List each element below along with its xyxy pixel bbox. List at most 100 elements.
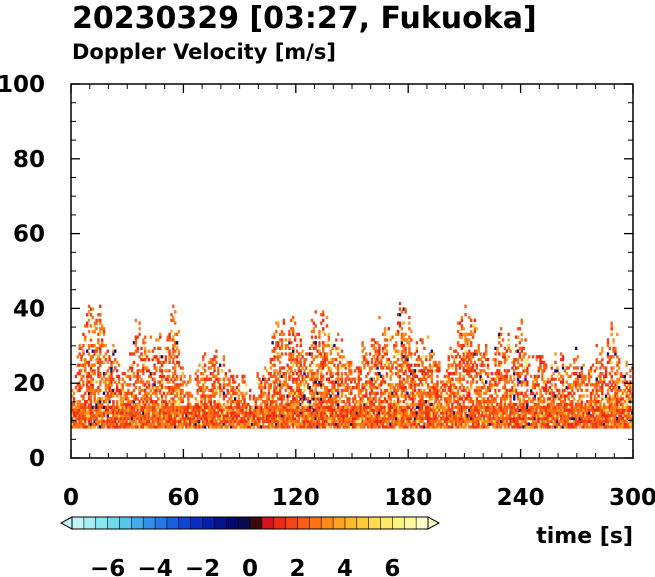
heatmap-cell (297, 386, 301, 390)
heatmap-cell (76, 422, 79, 426)
heatmap-cell (337, 363, 340, 367)
heatmap-cell (130, 363, 134, 367)
heatmap-cell (243, 419, 246, 423)
heatmap-cell (456, 422, 460, 426)
heatmap-cell (552, 394, 555, 398)
heatmap-cell (174, 408, 177, 412)
heatmap-cell (174, 405, 177, 409)
heatmap-cell (363, 416, 366, 421)
heatmap-cell (372, 419, 375, 423)
heatmap-cell (522, 408, 525, 412)
heatmap-cell (511, 388, 514, 393)
heatmap-cell (87, 329, 91, 334)
heatmap-cell (402, 338, 405, 342)
heatmap-cell (490, 402, 493, 407)
heatmap-cell (87, 360, 91, 365)
heatmap-cell (514, 349, 518, 353)
heatmap-cell (408, 411, 411, 415)
heatmap-cell (115, 422, 119, 426)
heatmap-cell (301, 408, 304, 412)
heatmap-cell (529, 414, 533, 418)
heatmap-cell (464, 313, 467, 317)
heatmap-cell (218, 383, 222, 387)
heatmap-cell (136, 335, 139, 339)
heatmap-cell (112, 411, 115, 415)
heatmap-cell (209, 416, 212, 421)
heatmap-cell (402, 383, 405, 387)
heatmap-cell (574, 371, 578, 376)
heatmap-cell (159, 405, 162, 409)
heatmap-cell (295, 405, 299, 409)
heatmap-cell (505, 425, 508, 429)
heatmap-cell (174, 388, 177, 393)
heatmap-cell (312, 377, 316, 381)
heatmap-cell (589, 397, 593, 401)
heatmap-cell (558, 422, 561, 426)
heatmap-cell (327, 360, 331, 365)
heatmap-cell (322, 366, 325, 370)
heatmap-cell (292, 416, 295, 421)
heatmap-cell (578, 408, 582, 412)
heatmap-cell (305, 416, 308, 421)
heatmap-cell (207, 397, 211, 401)
heatmap-cell (458, 366, 462, 370)
heatmap-cell (115, 369, 119, 373)
heatmap-cell (226, 388, 229, 393)
heatmap-cell (138, 408, 141, 412)
heatmap-cell (406, 366, 409, 370)
heatmap-cell (331, 357, 334, 362)
heatmap-cell (582, 414, 585, 418)
heatmap-cell (490, 397, 493, 401)
heatmap-cell (228, 397, 231, 401)
heatmap-cell (115, 360, 119, 365)
heatmap-cell (295, 383, 299, 387)
heatmap-cell (462, 394, 465, 398)
heatmap-cell (471, 369, 475, 373)
heatmap-cell (78, 346, 81, 351)
heatmap-cell (202, 377, 205, 381)
heatmap-cell (563, 411, 567, 415)
heatmap-cell (134, 318, 138, 322)
heatmap-cell (393, 349, 396, 353)
heatmap-cell (576, 411, 580, 415)
heatmap-cell (175, 332, 179, 337)
heatmap-cell (149, 388, 153, 393)
heatmap-cell (329, 419, 332, 423)
heatmap-cell (456, 343, 460, 348)
heatmap-cell (307, 416, 310, 421)
heatmap-cell (473, 369, 477, 373)
heatmap-cell (389, 408, 392, 412)
heatmap-cell (404, 386, 407, 390)
heatmap-cell (514, 411, 518, 415)
heatmap-cell (419, 357, 422, 362)
heatmap-cell (514, 366, 518, 370)
heatmap-cell (239, 419, 242, 423)
heatmap-cell (565, 408, 568, 412)
heatmap-cell (102, 355, 106, 359)
heatmap-cell (548, 380, 552, 384)
heatmap-cell (179, 397, 183, 401)
heatmap-cell (584, 422, 587, 426)
heatmap-cell (196, 422, 199, 426)
heatmap-cell (396, 371, 400, 376)
heatmap-cell (374, 394, 377, 398)
heatmap-cell (144, 400, 147, 404)
heatmap-cell (563, 405, 567, 409)
heatmap-cell (595, 422, 598, 426)
heatmap-cell (320, 355, 323, 359)
heatmap-cell (419, 369, 422, 373)
heatmap-cell (509, 405, 512, 409)
heatmap-cell (230, 405, 233, 409)
heatmap-cell (464, 405, 467, 409)
heatmap-cell (187, 408, 190, 412)
heatmap-cell (297, 391, 301, 395)
heatmap-cell (359, 388, 362, 393)
heatmap-cell (331, 380, 334, 384)
heatmap-cell (76, 408, 79, 412)
heatmap-cell (263, 408, 267, 412)
heatmap-cell (548, 391, 552, 395)
heatmap-cell (293, 414, 297, 418)
heatmap-cell (477, 411, 480, 415)
heatmap-cell (483, 397, 486, 401)
heatmap-cell (340, 422, 344, 426)
